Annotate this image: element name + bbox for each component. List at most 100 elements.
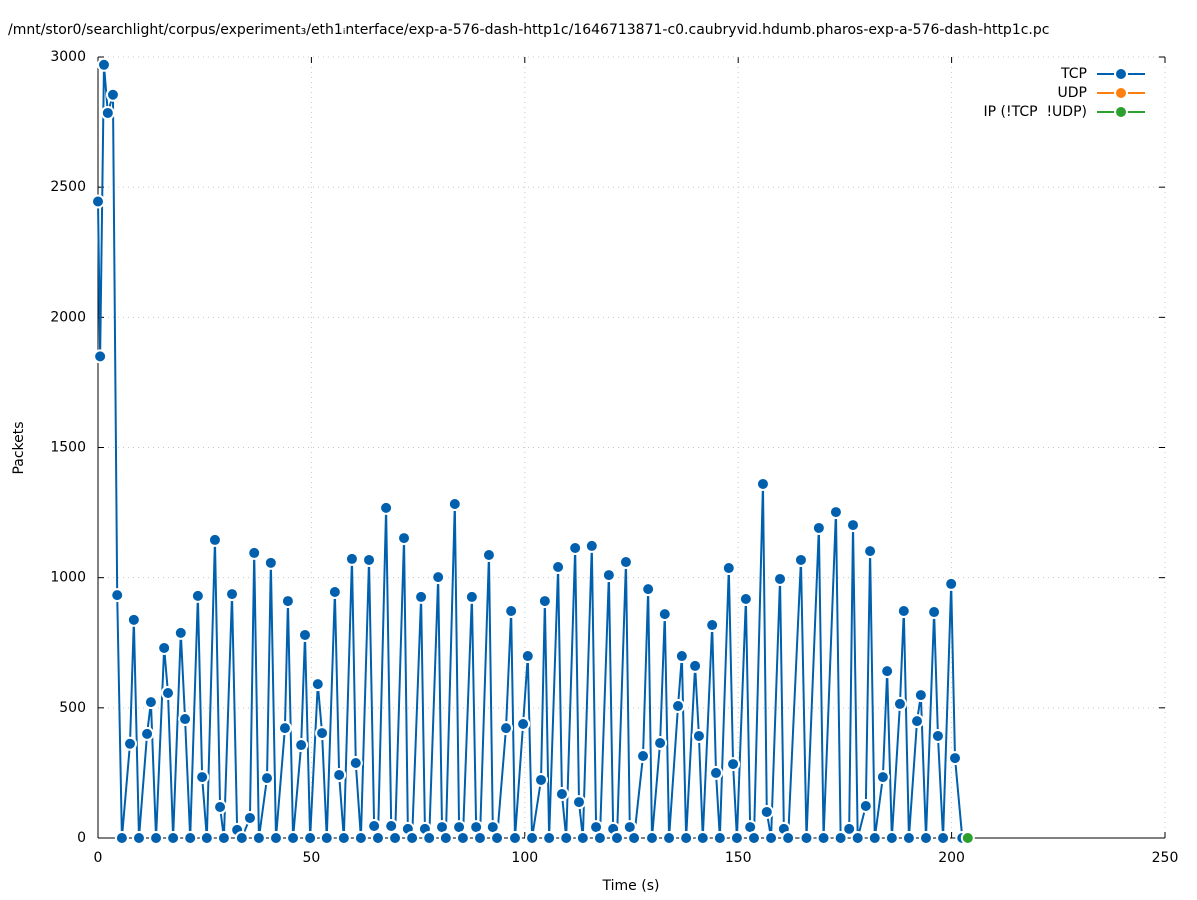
data-point: [863, 544, 878, 559]
data-point: [559, 831, 574, 845]
data-point: [110, 588, 125, 603]
data-point: [662, 831, 677, 845]
data-point: [705, 618, 720, 633]
data-point: [918, 831, 933, 845]
data-point: [297, 627, 312, 642]
data-point: [709, 765, 724, 780]
data-point: [584, 538, 599, 553]
data-point: [100, 105, 115, 120]
data-point: [641, 582, 656, 597]
y-tick-label: 2000: [50, 309, 86, 325]
data-point: [896, 603, 911, 618]
data-point: [242, 810, 257, 825]
x-tick-label: 50: [302, 850, 320, 866]
data-point: [880, 664, 895, 679]
y-tick-label: 3000: [50, 49, 86, 65]
legend-marker: [1114, 67, 1128, 81]
data-point: [721, 561, 736, 576]
data-point: [781, 831, 796, 845]
data-point: [653, 735, 668, 750]
data-point: [572, 795, 587, 810]
data-point: [353, 831, 368, 845]
data-point: [644, 831, 659, 845]
data-point: [455, 831, 470, 845]
x-tick-label: 150: [725, 850, 752, 866]
data-point: [875, 770, 890, 785]
data-point: [930, 728, 945, 743]
data-point: [431, 570, 446, 585]
data-point: [336, 831, 351, 845]
data-point: [422, 831, 437, 845]
data-point: [310, 677, 325, 692]
data-point: [388, 831, 403, 845]
data-point: [729, 831, 744, 845]
data-point: [575, 831, 590, 845]
data-point: [746, 831, 761, 845]
data-point: [225, 587, 240, 602]
data-point: [671, 699, 686, 714]
data-point: [850, 831, 865, 845]
data-point: [183, 831, 198, 845]
data-point: [601, 568, 616, 583]
data-point: [384, 819, 399, 834]
data-point: [627, 831, 642, 845]
data-point: [688, 658, 703, 673]
data-point: [178, 712, 193, 727]
data-point: [379, 500, 394, 515]
data-point: [793, 552, 808, 567]
data-point: [712, 831, 727, 845]
data-point: [755, 476, 770, 491]
data-point: [507, 831, 522, 845]
data-point: [842, 821, 857, 836]
data-point: [195, 770, 210, 785]
data-point: [213, 800, 228, 815]
legend-marker: [1114, 86, 1128, 100]
legend-label: TCP: [1060, 66, 1087, 82]
data-point: [846, 518, 861, 533]
legend-label: UDP: [1058, 85, 1087, 101]
data-point: [207, 532, 222, 547]
y-tick-label: 0: [77, 830, 86, 846]
data-point: [367, 819, 382, 834]
data-point: [315, 726, 330, 741]
data-point: [657, 607, 672, 622]
y-axis-label: Packets: [11, 421, 27, 474]
data-point: [93, 349, 108, 364]
x-axis-label: Time (s): [602, 878, 660, 894]
data-point: [944, 576, 959, 591]
legend-label: IP (!TCP !UDP): [984, 104, 1088, 120]
data-point: [525, 831, 540, 845]
data-point: [679, 831, 694, 845]
x-tick-label: 250: [1152, 850, 1179, 866]
data-point: [609, 831, 624, 845]
data-point: [464, 589, 479, 604]
data-point: [799, 831, 814, 845]
y-tick-label: 1500: [50, 440, 86, 456]
data-point: [190, 588, 205, 603]
data-point: [414, 589, 429, 604]
data-point: [405, 831, 420, 845]
data-point: [303, 831, 318, 845]
data-point: [726, 757, 741, 772]
data-point: [140, 726, 155, 741]
data-point: [592, 831, 607, 845]
data-point: [344, 551, 359, 566]
data-point: [520, 649, 535, 664]
data-point: [618, 555, 633, 570]
data-point: [319, 831, 334, 845]
data-point: [884, 831, 899, 845]
data-point: [294, 738, 309, 753]
x-tick-label: 0: [94, 850, 103, 866]
data-point: [913, 688, 928, 703]
data-point: [936, 831, 951, 845]
data-point: [234, 831, 249, 845]
data-point: [892, 696, 907, 711]
data-point: [816, 831, 831, 845]
data-point: [143, 695, 158, 710]
data-point: [811, 520, 826, 535]
data-point: [263, 555, 278, 570]
data-point: [534, 772, 549, 787]
x-tick-label: 200: [938, 850, 965, 866]
data-point: [764, 831, 779, 845]
data-point: [348, 756, 363, 771]
